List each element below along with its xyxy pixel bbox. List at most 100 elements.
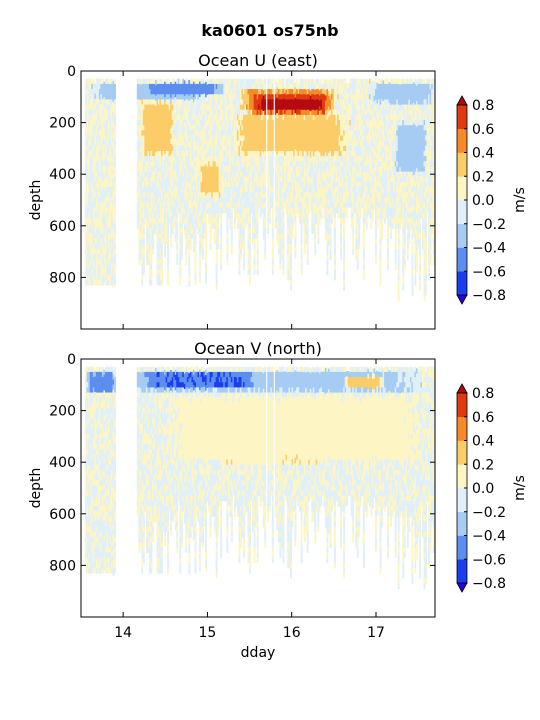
u-heatmap-cell (151, 145, 154, 152)
u-heatmap-cell (255, 187, 258, 193)
u-heatmap-cell (299, 202, 302, 209)
u-heatmap-cell (159, 150, 162, 157)
u-heatmap-cell (150, 176, 153, 183)
u-heatmap-cell (144, 156, 147, 162)
u-heatmap-cell (142, 83, 145, 90)
u-heatmap-cell (174, 112, 177, 119)
u-heatmap-cell (158, 99, 160, 105)
u-heatmap-cell (167, 145, 170, 152)
u-heatmap-cell (185, 135, 188, 142)
u-heatmap-cell (218, 135, 221, 142)
u-heatmap-cell (92, 274, 95, 281)
u-heatmap-cell (139, 136, 142, 142)
u-heatmap-cell (324, 234, 327, 241)
u-heatmap-cell (271, 120, 274, 126)
u-heatmap-cell (112, 81, 115, 87)
u-heatmap-cell (142, 197, 145, 203)
u-heatmap-cell (182, 125, 185, 131)
u-heatmap-cell (253, 176, 256, 183)
u-heatmap-cell (255, 125, 258, 131)
u-heatmap-cell (255, 130, 258, 136)
u-heatmap-cell (320, 166, 323, 173)
u-heatmap-cell (173, 212, 176, 219)
u-heatmap-cell (230, 233, 233, 240)
u-heatmap-cell (241, 181, 244, 188)
u-heatmap-cell (329, 223, 332, 229)
u-heatmap-cell (306, 218, 309, 224)
u-heatmap-cell (241, 89, 244, 95)
u-heatmap-cell (262, 229, 265, 236)
u-heatmap-cell (88, 166, 91, 173)
u-heatmap-cell (109, 109, 112, 116)
u-heatmap-cell (236, 99, 239, 105)
u-heatmap-cell (142, 120, 145, 126)
u-heatmap-cell (236, 109, 239, 116)
u-heatmap-cell (111, 171, 113, 178)
u-heatmap-cell (107, 187, 110, 193)
u-heatmap-cell (107, 259, 110, 265)
u-heatmap-cell (320, 192, 323, 198)
u-heatmap-cell (276, 185, 279, 191)
u-heatmap-cell (200, 187, 203, 193)
u-heatmap-cell (195, 120, 198, 126)
u-heatmap-cell (217, 223, 220, 229)
u-heatmap-cell (173, 120, 176, 126)
u-heatmap-cell (174, 159, 177, 165)
u-heatmap-cell (258, 83, 261, 90)
u-heatmap-cell (300, 156, 303, 162)
u-heatmap-cell (97, 202, 100, 209)
u-heatmap-cell (107, 83, 110, 90)
u-heatmap-cell (100, 187, 103, 193)
u-heatmap-cell (321, 160, 324, 167)
u-heatmap-cell (300, 176, 303, 183)
u-heatmap-cell (86, 218, 89, 224)
u-heatmap-cell (235, 83, 238, 90)
u-heatmap-cell (88, 218, 91, 224)
u-heatmap-cell (247, 135, 250, 142)
u-heatmap-cell (300, 78, 303, 85)
u-heatmap-cell (227, 171, 230, 178)
u-heatmap-cell (177, 161, 180, 167)
u-heatmap-cell (252, 207, 255, 214)
u-heatmap-cell (229, 223, 232, 229)
u-heatmap-cell (209, 145, 212, 152)
u-heatmap-cell (94, 98, 97, 105)
u-heatmap-cell (106, 94, 109, 100)
u-heatmap-cell (293, 192, 295, 198)
u-heatmap-cell (215, 218, 218, 224)
u-heatmap-cell (173, 130, 176, 136)
u-heatmap-cell (147, 161, 150, 167)
u-heatmap-cell (277, 202, 280, 209)
u-heatmap-cell (142, 243, 145, 250)
u-heatmap-cell (224, 125, 227, 131)
u-heatmap-cell (97, 78, 100, 85)
u-heatmap-cell (290, 228, 292, 234)
u-heatmap-cell (211, 99, 214, 105)
u-heatmap-cell (320, 202, 323, 209)
u-heatmap-cell (279, 125, 282, 131)
u-heatmap-cell (288, 181, 291, 188)
u-heatmap-cell (294, 108, 297, 114)
u-heatmap-cell (92, 233, 95, 240)
u-heatmap-cell (100, 125, 103, 131)
u-heatmap-cell (104, 212, 107, 219)
u-heatmap-cell (162, 192, 165, 198)
u-heatmap-cell (238, 104, 241, 111)
u-heatmap-cell (109, 254, 112, 260)
u-heatmap-cell (290, 279, 292, 286)
u-heatmap-cell (92, 94, 95, 100)
u-heatmap-cell (177, 120, 180, 126)
u-heatmap-cell (176, 89, 179, 95)
u-heatmap-cell (106, 145, 109, 152)
u-heatmap-cell (315, 150, 318, 157)
u-heatmap-cell (188, 141, 191, 148)
u-heatmap-cell (294, 87, 297, 93)
u-heatmap-cell (205, 138, 207, 145)
u-heatmap-cell (233, 83, 236, 90)
u-heatmap-cell (262, 80, 265, 86)
u-heatmap-cell (185, 150, 188, 157)
u-heatmap-cell (305, 239, 308, 245)
u-heatmap-cell (262, 198, 265, 205)
u-heatmap-cell (188, 234, 191, 241)
u-heatmap-cell (214, 166, 217, 173)
